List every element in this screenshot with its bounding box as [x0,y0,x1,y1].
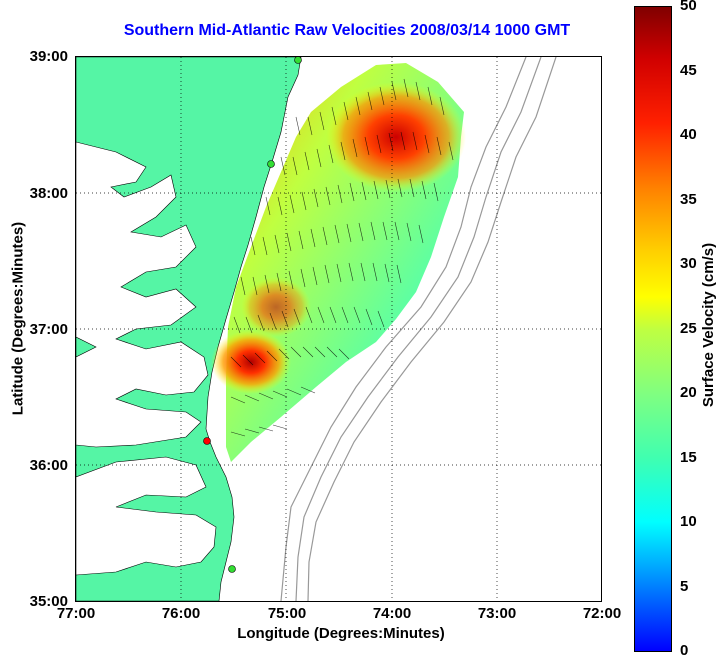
bathymetry-contour [295,57,542,601]
colorbar-tick: 40 [680,126,697,143]
y-tick-label: 38:00 [29,185,68,202]
x-tick-label: 77:00 [56,605,96,622]
chesapeake-bay [76,141,209,448]
colorbar-tick: 45 [680,62,697,79]
velocity-maximum [211,330,291,394]
velocity-maximum [326,82,466,192]
y-tick-label: 35:00 [29,593,68,610]
x-tick-label: 74:00 [372,605,412,622]
y-tick-label: 37:00 [29,321,68,338]
radar-station-marker [267,160,275,168]
colorbar-label: Surface Velocity (cm/s) [700,242,717,408]
colorbar [634,6,672,652]
radar-station-marker [228,565,236,573]
pamlico-sound [76,456,217,576]
y-axis-label: Latitude (Degrees:Minutes) [9,221,27,416]
y-tick-label: 36:00 [29,457,68,474]
x-axis-label: Longitude (Degrees:Minutes) [237,625,445,642]
map-canvas [76,57,601,601]
velocity-vectors [230,78,454,437]
radar-station-marker [294,57,302,64]
x-tick-label: 73:00 [477,605,517,622]
colorbar-tick: 10 [680,513,697,530]
colorbar-tick: 15 [680,449,697,466]
x-tick-label: 75:00 [267,605,307,622]
map-grid [76,57,601,601]
x-tick-label: 72:00 [582,605,622,622]
y-tick-label: 39:00 [29,48,68,65]
colorbar-tick: 50 [680,0,697,14]
colorbar-tick: 30 [680,255,697,272]
velocity-maximum [241,277,311,337]
map-frame[interactable] [75,56,602,602]
x-tick-label: 76:00 [161,605,201,622]
colorbar-tick: 25 [680,320,697,337]
radar-station-marker [203,437,211,445]
bathymetry-contour [280,57,527,601]
bathymetry-contour [307,57,557,601]
colorbar-tick: 5 [680,578,689,595]
colorbar-tick: 35 [680,191,697,208]
plot-title: Southern Mid-Atlantic Raw Velocities 200… [123,22,571,39]
colorbar-tick: 20 [680,384,697,401]
colorbar-tick: 0 [680,642,689,659]
